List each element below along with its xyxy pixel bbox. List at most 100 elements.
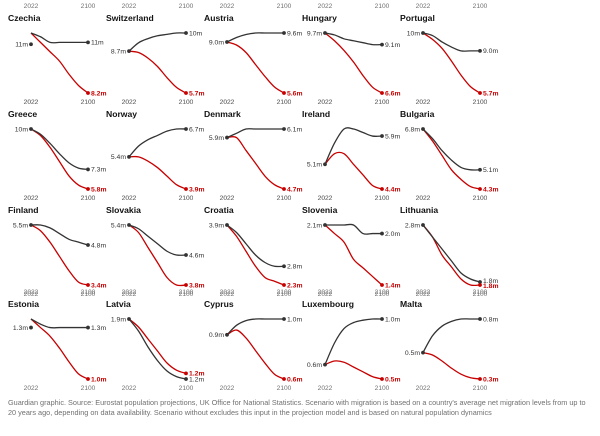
end-value-without-migration: 3.8m <box>189 282 205 289</box>
end-value-without-migration: 1.2m <box>189 371 205 378</box>
end-point-with <box>478 48 482 53</box>
end-value-without-migration: 4.3m <box>483 186 499 193</box>
top-tick-end: 2100 <box>277 289 292 296</box>
top-tick-end: 2100 <box>473 3 488 10</box>
x-tick-start: 2022 <box>122 99 137 106</box>
top-tick-start: 2022 <box>220 3 235 10</box>
end-value-with-migration: 4.6m <box>189 252 204 259</box>
top-tick-start: 2022 <box>122 3 137 10</box>
end-point-with <box>86 167 90 172</box>
line-with-migration <box>422 224 481 283</box>
start-point <box>323 31 327 35</box>
end-point-without <box>380 91 384 95</box>
end-point-with <box>478 317 482 321</box>
top-tick-end: 2100 <box>473 289 488 296</box>
end-value-with-migration: 10m <box>189 30 203 37</box>
panel-title: Croatia <box>204 205 234 215</box>
x-tick-start: 2022 <box>220 291 235 298</box>
panel-estonia: Estonia 1.3m 1.3m 1.0m 2022 2100 2022 2100 <box>8 289 107 392</box>
x-tick-start: 2022 <box>24 99 39 106</box>
top-tick-start: 2022 <box>318 289 333 296</box>
end-value-without-migration: 8.2m <box>91 90 107 97</box>
panel-slovakia: Slovakia 5.4m 4.6m 3.8m 2022 2100 2022 2100 <box>106 195 205 298</box>
line-without-migration <box>324 224 383 286</box>
line-with-migration <box>128 128 187 158</box>
end-value-with-migration: 6.7m <box>189 126 204 133</box>
line-without-migration <box>226 135 285 190</box>
top-tick-end: 2100 <box>375 99 390 106</box>
end-point-with <box>380 317 384 321</box>
top-tick-start: 2022 <box>318 99 333 106</box>
end-value-with-migration: 9.0m <box>483 48 498 55</box>
end-point-without <box>184 187 188 191</box>
x-tick-start: 2022 <box>416 99 431 106</box>
end-value-without-migration: 2.3m <box>287 282 303 289</box>
start-value-label: 5.4m <box>111 222 126 229</box>
start-value-label: 1.3m <box>13 325 28 332</box>
end-value-with-migration: 1.2m <box>189 376 204 383</box>
top-tick-end: 2100 <box>277 195 292 202</box>
end-point-with <box>184 31 188 35</box>
x-tick-end: 2100 <box>81 99 96 106</box>
end-value-with-migration: 1.0m <box>385 316 400 323</box>
panel-title: Austria <box>204 13 234 23</box>
x-tick-start: 2022 <box>318 195 333 202</box>
top-tick-start: 2022 <box>122 99 137 106</box>
top-tick-end: 2100 <box>375 289 390 296</box>
end-point-with <box>282 317 286 321</box>
panel-title: Malta <box>400 299 422 309</box>
panel-czechia: Czechia 11m 11m 8.2m 2022 2100 2022 2100 <box>8 3 107 106</box>
panel-latvia: Latvia 1.9m 1.2m1.2m 2022 2100 2022 2100 <box>106 289 205 392</box>
panel-title: Switzerland <box>106 13 154 23</box>
x-tick-end: 2100 <box>473 385 488 392</box>
start-point <box>421 31 425 35</box>
panel-malta: Malta 0.5m 0.8m 0.3m 2022 2100 2022 2100 <box>400 289 499 392</box>
panel-croatia: Croatia 3.9m 2.8m 2.3m 2022 2100 2022 2100 <box>204 195 303 298</box>
end-point-without <box>282 377 286 381</box>
panel-title: Bulgaria <box>400 109 435 119</box>
line-with-migration <box>324 32 383 46</box>
start-value-label: 6.8m <box>405 126 420 133</box>
x-tick-end: 2100 <box>375 291 390 298</box>
line-without-migration <box>422 128 481 190</box>
end-point-without <box>184 371 188 376</box>
panel-austria: Austria 9.0m 9.6m 5.6m 2022 2100 2022 2100 <box>204 3 303 106</box>
end-point-without <box>86 91 90 95</box>
start-point <box>127 223 131 227</box>
start-value-label: 5.4m <box>111 154 126 161</box>
end-value-without-migration: 5.8m <box>91 186 107 193</box>
end-point-without <box>380 187 384 191</box>
x-tick-start: 2022 <box>122 291 137 298</box>
line-with-migration <box>128 32 187 52</box>
panel-title: Lithuania <box>400 205 438 215</box>
end-value-with-migration: 5.1m <box>483 167 498 174</box>
end-point-with <box>184 377 188 381</box>
x-tick-end: 2100 <box>179 195 194 202</box>
top-tick-start: 2022 <box>416 195 431 202</box>
end-point-without <box>184 283 188 287</box>
x-tick-end: 2100 <box>375 99 390 106</box>
panel-title: Latvia <box>106 299 131 309</box>
top-tick-start: 2022 <box>24 289 39 296</box>
line-with-migration <box>30 224 89 246</box>
end-point-without <box>478 91 482 95</box>
line-without-migration <box>226 224 285 286</box>
panel-finland: Finland 5.5m 4.8m 3.4m 2022 2100 2022 2100 <box>8 195 107 298</box>
panel-lithuania: Lithuania 2.8m 1.8m1.8m 2022 2100 2022 2100 <box>400 195 499 298</box>
panel-title: Cyprus <box>204 299 234 309</box>
end-value-with-migration: 1.3m <box>91 325 106 332</box>
line-without-migration <box>128 50 187 94</box>
start-value-label: 1.9m <box>111 316 126 323</box>
end-value-with-migration: 0.8m <box>483 316 498 323</box>
line-without-migration <box>324 360 383 380</box>
start-point <box>421 350 425 355</box>
top-tick-start: 2022 <box>24 99 39 106</box>
panel-bulgaria: Bulgaria 6.8m 5.1m 4.3m 2022 2100 2022 2100 <box>400 99 499 202</box>
top-tick-start: 2022 <box>220 195 235 202</box>
panel-cyprus: Cyprus 0.9m 1.0m 0.6m 2022 2100 2022 2100 <box>204 289 303 392</box>
top-tick-end: 2100 <box>81 289 96 296</box>
line-with-migration <box>422 32 480 52</box>
panel-title: Norway <box>106 109 137 119</box>
start-point <box>323 162 327 167</box>
end-value-without-migration: 3.4m <box>91 282 107 289</box>
